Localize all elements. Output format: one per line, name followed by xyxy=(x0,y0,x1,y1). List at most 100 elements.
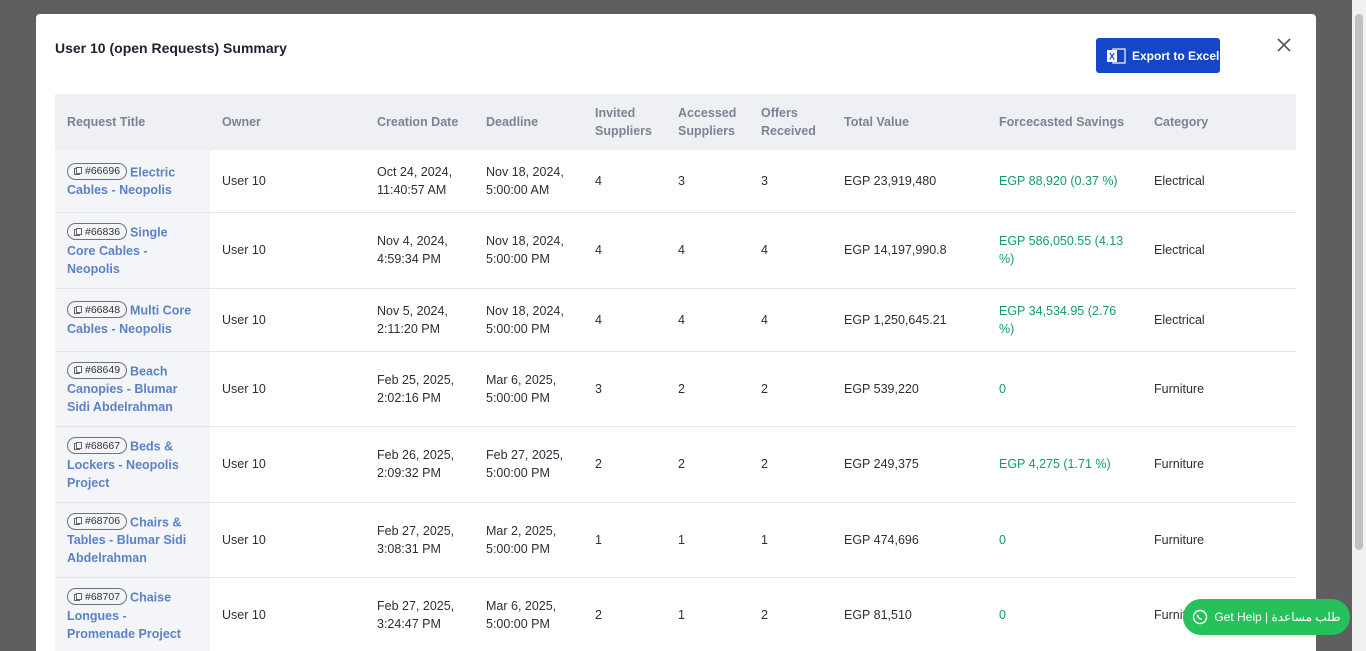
copy-icon xyxy=(74,592,82,601)
close-button[interactable] xyxy=(1276,37,1292,53)
accessed-cell: 4 xyxy=(678,243,685,258)
title-cell: #66696 Electric Cables - Neopolis xyxy=(55,150,210,212)
owner-cell: User 10 xyxy=(222,243,266,258)
category-cell: Furniture xyxy=(1154,457,1205,472)
request-id: #68649 xyxy=(67,361,128,379)
request-id-text: #68649 xyxy=(85,364,121,376)
title-wrap: #66848 Multi Core Cables - Neopolis xyxy=(67,291,198,348)
request-title[interactable]: Electric Cables - Neopolis xyxy=(67,165,176,198)
title-wrap: #66836 Single Core Cables - Neopolis xyxy=(67,213,198,288)
request-id-text: #68706 xyxy=(85,515,121,527)
header-cell: Category xyxy=(1154,115,1209,129)
summary-table: Request Title Owner Creation Date Deadline I… xyxy=(55,94,1296,651)
total-value-cell: EGP 249,375 xyxy=(844,457,919,472)
request-id-text: #66696 xyxy=(85,165,121,178)
title-cell: #68707 Chaise Longues - Promenade Project xyxy=(55,578,210,651)
request-title[interactable]: Multi Core Cables - Neopolis xyxy=(67,303,192,336)
owner-cell: User 10 xyxy=(222,532,266,547)
title-wrap: #68707 Chaise Longues - Promenade Project xyxy=(67,578,198,651)
total-value-cell: EGP 23,919,480 xyxy=(844,174,937,188)
header-cell: Invited Suppliers xyxy=(595,106,652,138)
modal-title: User 10 (open Requests) Summary xyxy=(55,40,287,56)
modal: User 10 (open Requests) Summary X Export… xyxy=(36,14,1316,651)
header-cell: Forcecasted Savings xyxy=(999,115,1125,129)
invited-cell: 4 xyxy=(595,174,602,188)
created-cell: Feb 26, 2025, 2:09:32 PM xyxy=(377,448,455,481)
title-cell: #68706 Chairs & Tables - Blumar Sidi Abde… xyxy=(55,502,210,578)
invited-cell: 4 xyxy=(595,312,602,327)
table-row: #66696 Electric Cables - Neopolis User 10 O… xyxy=(55,150,1296,213)
table-row: #66836 Single Core Cables - Neopolis User … xyxy=(55,213,1296,289)
offers-cell: 1 xyxy=(761,532,768,547)
header-row: Request Title Owner Creation Date Deadline I… xyxy=(55,94,1296,150)
request-id-text: #66848 xyxy=(85,303,121,316)
header-cell: Owner xyxy=(222,115,261,129)
table-row: #68706 Chairs & Tables - Blumar Sidi Abde… xyxy=(55,502,1296,578)
category-cell: Furniture xyxy=(1154,532,1205,547)
owner-cell: User 10 xyxy=(222,608,266,623)
invited-cell: 3 xyxy=(595,381,602,396)
excel-icon: X xyxy=(1107,47,1126,64)
offers-cell: 2 xyxy=(761,381,768,396)
request-id: #66848 xyxy=(67,301,128,319)
category-cell: Electrical xyxy=(1154,312,1205,327)
owner-cell: User 10 xyxy=(222,312,266,327)
total-value-cell: EGP 474,696 xyxy=(844,532,919,547)
owner-cell: User 10 xyxy=(222,174,266,188)
deadline-cell: Mar 6, 2025, 5:00:00 PM xyxy=(486,372,557,405)
export-button[interactable]: X Export to Excel xyxy=(1096,38,1220,73)
owner-cell: User 10 xyxy=(222,457,266,472)
header-cell: Accessed Suppliers xyxy=(678,106,737,138)
request-id: #66836 xyxy=(67,223,128,240)
request-id-text: #68667 xyxy=(85,439,121,452)
accessed-cell: 2 xyxy=(678,381,685,396)
savings-cell: EGP 4,275 (1.71 %) xyxy=(999,457,1111,472)
request-title[interactable]: Chairs & Tables - Blumar Sidi Abdelrahma… xyxy=(67,515,187,565)
deadline-cell: Mar 6, 2025, 5:00:00 PM xyxy=(486,599,557,632)
export-label: Export to Excel xyxy=(1132,48,1220,63)
accessed-cell: 2 xyxy=(678,457,685,472)
total-value-cell: EGP 539,220 xyxy=(844,381,919,396)
category-cell: Furniture xyxy=(1154,381,1205,396)
header-cell: Deadline xyxy=(486,115,539,129)
title-wrap: #66696 Electric Cables - Neopolis xyxy=(67,153,198,210)
scroll-thumb[interactable] xyxy=(1355,14,1363,550)
header-cell: Offers Received xyxy=(761,106,816,138)
request-id: #68707 xyxy=(67,588,128,605)
table-row: #68667 Beds & Lockers - Neopolis Project U… xyxy=(55,427,1296,503)
scrollbar[interactable] xyxy=(1352,0,1366,651)
request-id-text: #66836 xyxy=(85,225,121,238)
savings-cell: EGP 34,534.95 (2.76 %) xyxy=(999,303,1117,336)
total-value-cell: EGP 14,197,990.8 xyxy=(844,243,947,258)
created-cell: Feb 27, 2025, 3:24:47 PM xyxy=(377,599,455,632)
header-cell: Request Title xyxy=(67,115,146,129)
whatsapp-icon xyxy=(1193,609,1208,625)
accessed-cell: 1 xyxy=(678,532,685,547)
table-row: #68649 Beach Canopies - Blumar Sidi Abdel… xyxy=(55,351,1296,427)
title-cell: #66836 Single Core Cables - Neopolis xyxy=(55,213,210,288)
help-button[interactable]: Get Help | طلب مساعدة xyxy=(1183,599,1350,635)
copy-icon xyxy=(74,305,82,314)
invited-cell: 2 xyxy=(595,457,602,472)
copy-icon xyxy=(74,227,82,236)
request-title[interactable]: Single Core Cables - Neopolis xyxy=(67,225,168,276)
request-title[interactable]: Beach Canopies - Blumar Sidi Abdelrahman xyxy=(67,364,178,414)
request-title[interactable]: Chaise Longues - Promenade Project xyxy=(67,590,181,641)
table-row: #68707 Chaise Longues - Promenade Project… xyxy=(55,578,1296,651)
invited-cell: 4 xyxy=(595,243,602,258)
request-title[interactable]: Beds & Lockers - Neopolis Project xyxy=(67,439,179,490)
created-cell: Nov 5, 2024, 2:11:20 PM xyxy=(377,303,448,336)
request-id: #68667 xyxy=(67,437,128,454)
copy-icon xyxy=(74,517,82,525)
category-cell: Electrical xyxy=(1154,243,1205,258)
title-wrap: #68706 Chairs & Tables - Blumar Sidi Abde… xyxy=(67,503,198,578)
savings-cell: EGP 88,920 (0.37 %) xyxy=(999,174,1118,188)
request-id: #68706 xyxy=(67,512,128,530)
created-cell: Nov 4, 2024, 4:59:34 PM xyxy=(377,234,448,267)
owner-cell: User 10 xyxy=(222,381,266,396)
accessed-cell: 3 xyxy=(678,174,685,188)
offers-cell: 4 xyxy=(761,243,768,258)
accessed-cell: 4 xyxy=(678,312,685,327)
